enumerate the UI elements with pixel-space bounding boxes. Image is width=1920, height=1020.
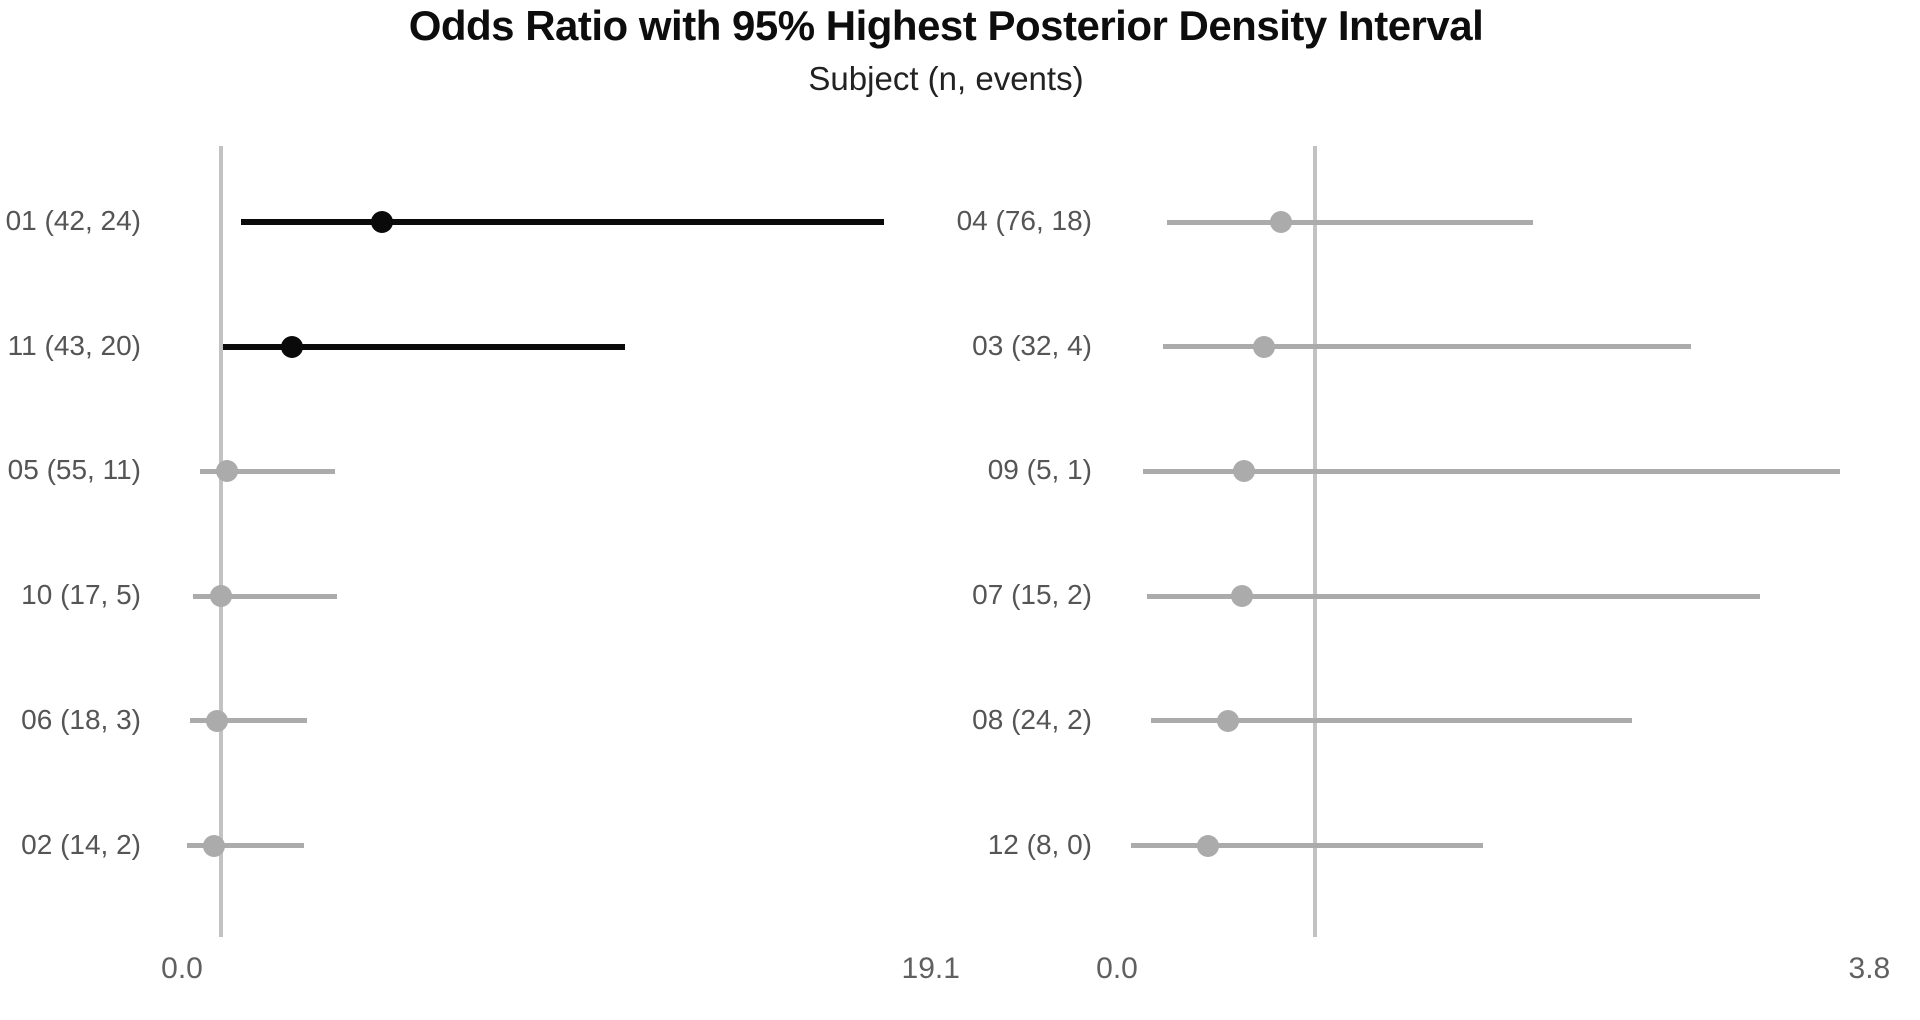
point-estimate-dot	[216, 460, 239, 483]
point-estimate-dot	[1232, 460, 1255, 483]
hpd-interval-line	[1146, 593, 1761, 599]
row-label: 11 (43, 20)	[7, 329, 141, 361]
row-label: 05 (55, 11)	[7, 454, 141, 486]
chart-title: Odds Ratio with 95% Highest Posterior De…	[408, 2, 1484, 49]
point-estimate-dot	[206, 709, 229, 732]
point-estimate-dot	[370, 211, 393, 233]
row-label: 08 (24, 2)	[972, 703, 1092, 735]
hpd-interval-line	[1130, 843, 1484, 848]
hpd-interval-line	[223, 343, 625, 350]
row-label: 03 (32, 4)	[972, 329, 1092, 361]
hpd-interval-line	[1166, 219, 1533, 225]
row-label: 10 (17, 5)	[21, 579, 141, 611]
hpd-interval-line	[187, 843, 304, 848]
chart-subtitle: Subject (n, events)	[808, 60, 1084, 97]
point-estimate-dot	[1197, 834, 1220, 857]
row-label: 06 (18, 3)	[21, 703, 141, 735]
row-label: 09 (5, 1)	[987, 454, 1092, 486]
point-estimate-dot	[1270, 211, 1293, 233]
hpd-interval-line	[1142, 468, 1840, 474]
row-label: 02 (14, 2)	[21, 828, 141, 860]
hpd-interval-line	[192, 593, 337, 599]
row-label: 01 (42, 24)	[5, 205, 141, 236]
hpd-interval-line	[1150, 718, 1632, 724]
x-tick-label: 19.1	[901, 952, 960, 985]
point-estimate-dot	[1230, 585, 1253, 608]
point-estimate-dot	[210, 585, 233, 608]
row-label: 12 (8, 0)	[987, 828, 1092, 860]
x-tick-label: 0.0	[161, 952, 203, 985]
hpd-interval-line	[240, 219, 884, 225]
point-estimate-dot	[1252, 335, 1275, 358]
row-label: 07 (15, 2)	[972, 579, 1092, 611]
reference-line-or-1	[219, 146, 224, 937]
point-estimate-dot	[203, 834, 226, 857]
x-tick-label: 0.0	[1096, 952, 1138, 985]
point-estimate-dot	[280, 335, 303, 358]
hpd-interval-line	[199, 468, 335, 474]
reference-line-or-1	[1313, 146, 1317, 937]
hpd-interval-line	[1162, 344, 1692, 350]
point-estimate-dot	[1216, 709, 1239, 732]
hpd-interval-line	[189, 718, 308, 724]
x-tick-label: 3.8	[1848, 952, 1891, 985]
row-label: 04 (76, 18)	[956, 205, 1092, 236]
